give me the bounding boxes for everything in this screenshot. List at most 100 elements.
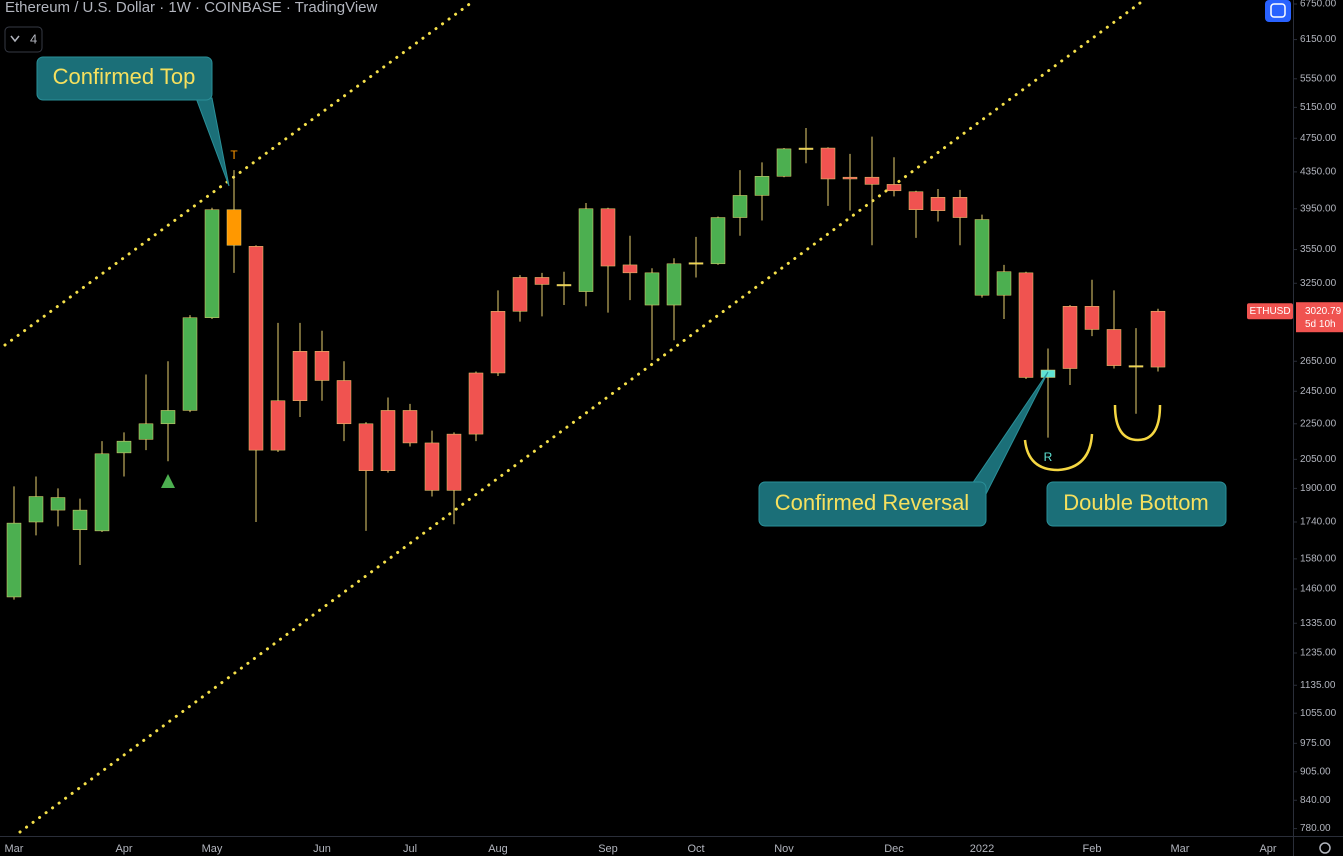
x-tick-label: Jul [403,843,417,855]
bottom-bracket [1023,433,1094,472]
candle-body [292,351,308,401]
candle-body [996,271,1012,296]
candle-body [1106,329,1122,366]
x-tick-label: Mar [1171,843,1190,855]
signal-label: T [230,148,238,162]
channel-upper [3,0,477,347]
y-tick-label: 905.00 [1300,766,1331,777]
candle-body [930,197,946,211]
y-tick-label: 4350.00 [1300,167,1337,178]
x-tick-label: Jun [313,843,331,855]
x-tick-label: Apr [1259,843,1276,855]
channel-lower [18,1,1142,834]
y-tick-label: 2450.00 [1300,386,1337,397]
candle-body [248,246,264,451]
x-tick-label: Oct [687,843,704,855]
fullscreen-icon [1270,3,1286,18]
y-tick-label: 1235.00 [1300,648,1337,659]
callout-box [1046,481,1227,527]
y-tick-label: 6750.00 [1300,0,1337,10]
candle-body [358,423,374,471]
x-tick-label: Feb [1083,843,1102,855]
candle-body [94,453,110,532]
candle-body [798,147,814,150]
candle-body [908,191,924,210]
candle-body [226,209,242,246]
candle-body [28,496,44,523]
candle-body [424,442,440,491]
candle-body [974,219,990,296]
y-tick-label: 780.00 [1300,823,1331,834]
candle-body [182,317,198,411]
y-tick-label: 1900.00 [1300,483,1337,494]
countdown-label: 5d 10h [1305,319,1336,330]
y-tick-label: 1460.00 [1300,584,1337,595]
y-tick-label: 1055.00 [1300,708,1337,719]
indicator-count: 4 [30,31,37,46]
candle-body [314,351,330,381]
candle-body [688,262,704,265]
candle-body [666,263,682,306]
candle-body [864,176,880,185]
candle-body [336,380,352,425]
candle-body [1150,310,1166,368]
x-tick-label: Dec [884,843,904,855]
y-tick-label: 5150.00 [1300,102,1337,113]
y-tick-label: 4750.00 [1300,133,1337,144]
x-tick-label: 2022 [970,843,994,855]
candle-body [116,440,132,454]
indicator-toggle[interactable] [4,26,43,53]
candle-body [886,184,902,192]
x-tick-label: Mar [5,843,24,855]
symbol-title: Ethereum / U.S. Dollar · 1W · COINBASE ·… [5,0,378,16]
candle-body [622,264,638,274]
x-tick-label: Sep [598,843,618,855]
y-tick-label: 1580.00 [1300,553,1337,564]
candle-body [1062,306,1078,369]
candle-body [490,311,506,374]
candle-body [732,195,748,218]
y-tick-label: 6150.00 [1300,34,1337,45]
y-tick-label: 975.00 [1300,738,1331,749]
candle-body [534,277,550,285]
candle-body [446,433,462,491]
candle-body [402,410,418,444]
candle-body [1040,369,1056,378]
bottom-bracket [1113,404,1162,442]
candle-body [710,217,726,265]
candle-body [50,497,66,511]
candle-body [204,209,220,318]
candle-body [578,208,594,292]
y-tick-label: 5550.00 [1300,73,1337,84]
y-tick-label: 3550.00 [1300,244,1337,255]
buy-marker [161,474,175,488]
candle-body [270,400,286,451]
settings-icon[interactable] [1319,842,1331,854]
candle-body [468,372,484,435]
callout-box [758,481,987,527]
candles [6,127,1166,600]
x-tick-label: Nov [774,843,794,855]
candle-body [776,148,792,177]
candle-body [600,208,616,267]
symbol-tag [1247,303,1293,320]
price-tag-label: 3020.79 [1305,306,1342,317]
candle-body [160,410,176,425]
y-tick-label: 840.00 [1300,795,1331,806]
candle-body [1084,306,1100,330]
x-tick-label: May [202,843,223,855]
candle-body [72,509,88,531]
price-tag [1296,302,1343,333]
y-tick-label: 2250.00 [1300,418,1337,429]
candle-body [952,197,968,218]
candle-body [842,176,858,180]
candle-body [6,522,22,598]
y-tick-label: 1335.00 [1300,618,1337,629]
candle-body [380,410,396,471]
candle-body [754,176,770,196]
y-tick-label: 3950.00 [1300,203,1337,214]
symbol-tag-label: ETHUSD [1249,306,1290,317]
candle-body [138,423,154,440]
callout-box [36,56,213,101]
